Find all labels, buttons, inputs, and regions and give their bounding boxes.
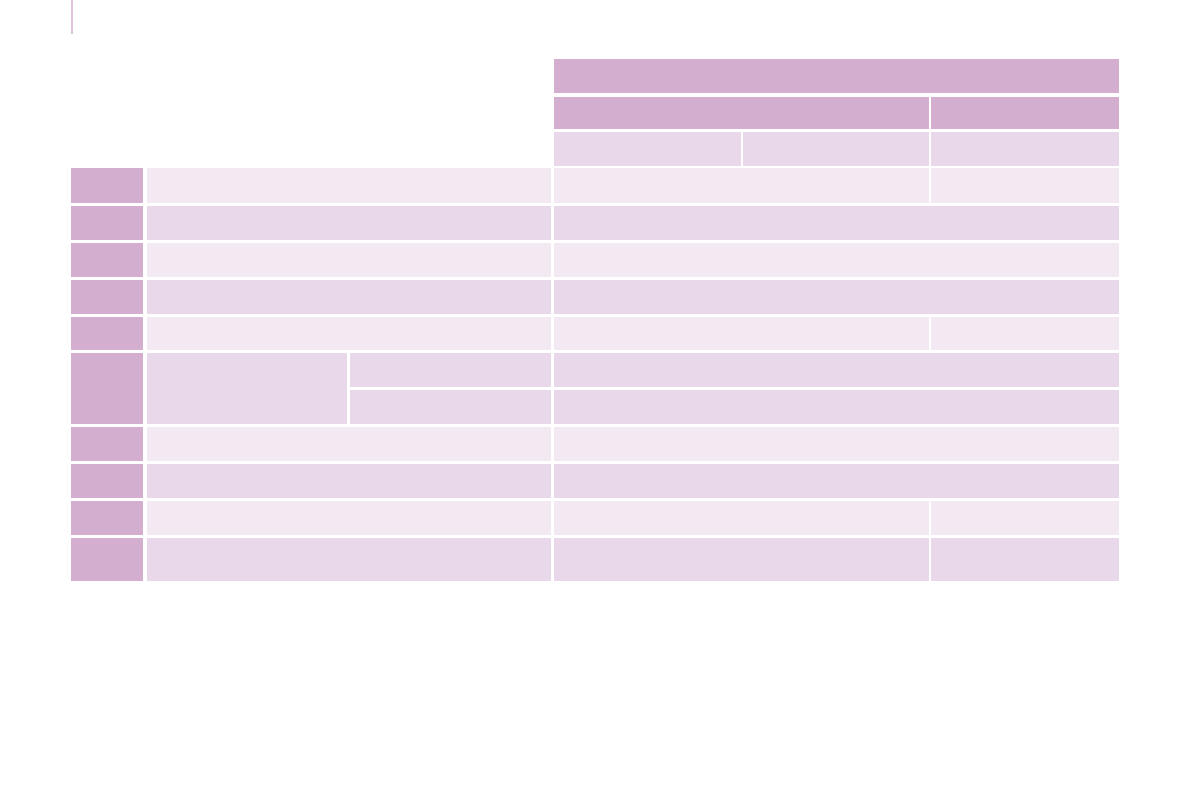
- cell: [931, 317, 1119, 350]
- row-header: [71, 317, 143, 350]
- cell: [147, 280, 551, 314]
- subheader-cell: [931, 132, 1119, 166]
- header-cell: [554, 59, 1119, 93]
- row-header: [71, 206, 143, 240]
- cell: [350, 353, 551, 387]
- cell: [147, 464, 551, 498]
- cell: [554, 353, 1119, 387]
- cell: [554, 168, 929, 203]
- cell: [147, 427, 551, 461]
- cell: [554, 317, 929, 350]
- row-header: [71, 427, 143, 461]
- row-header: [71, 280, 143, 314]
- header-cell: [554, 97, 929, 129]
- cell: [554, 538, 929, 581]
- cell: [350, 390, 551, 424]
- cell: [147, 206, 551, 240]
- cell: [931, 168, 1119, 203]
- row-header: [71, 168, 143, 203]
- cell: [147, 243, 551, 277]
- row-header: [71, 464, 143, 498]
- row-header: [71, 353, 143, 424]
- cell: [147, 353, 347, 424]
- cell: [147, 538, 551, 581]
- cell: [931, 538, 1119, 581]
- cell: [147, 168, 551, 203]
- cell: [554, 243, 1119, 277]
- subheader-cell: [743, 132, 929, 166]
- cell: [554, 390, 1119, 424]
- header-cell: [931, 97, 1119, 129]
- cell: [554, 464, 1119, 498]
- cell: [147, 501, 551, 535]
- table: [71, 59, 1119, 581]
- row-header: [71, 501, 143, 535]
- cell: [554, 280, 1119, 314]
- cell: [931, 501, 1119, 535]
- row-header: [71, 243, 143, 277]
- row-header: [71, 538, 143, 581]
- cell: [554, 206, 1119, 240]
- cell: [554, 427, 1119, 461]
- cell: [147, 317, 551, 350]
- subheader-cell: [554, 132, 741, 166]
- cell: [554, 501, 929, 535]
